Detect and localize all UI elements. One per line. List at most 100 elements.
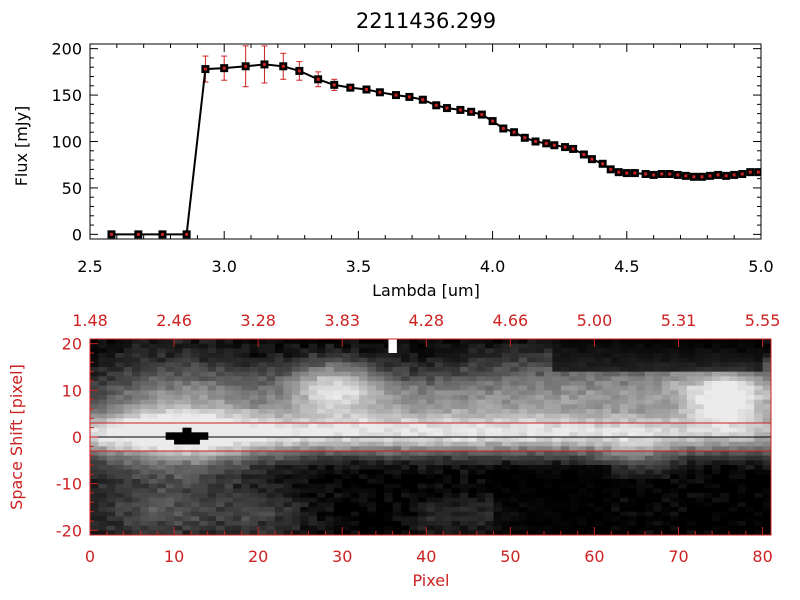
image-cell [443, 465, 453, 471]
image-cell [190, 395, 200, 401]
image-cell [367, 521, 377, 527]
image-cell [451, 390, 461, 396]
image-cell [409, 474, 419, 480]
image-cell [123, 432, 133, 438]
image-cell [207, 367, 217, 373]
image-cell [199, 460, 209, 466]
image-cell [577, 371, 587, 377]
image-cell [720, 521, 730, 527]
data-point-center [700, 175, 704, 179]
image-cell [754, 521, 764, 527]
image-cell [249, 376, 259, 382]
image-cell [451, 516, 461, 522]
image-cell [190, 530, 200, 535]
image-cell [123, 441, 133, 447]
image-cell [148, 507, 158, 513]
image-cell [258, 497, 268, 503]
image-cell [157, 343, 167, 349]
image-cell [493, 367, 503, 373]
image-cell [703, 404, 713, 410]
image-cell [754, 437, 764, 443]
image-cell [552, 418, 562, 424]
image-cell [695, 530, 705, 535]
image-cell [577, 423, 587, 429]
image-cell [132, 441, 142, 447]
image-cell [485, 404, 495, 410]
image-cell [409, 451, 419, 457]
image-cell [274, 437, 284, 443]
image-cell [443, 493, 453, 499]
image-cell [115, 530, 125, 535]
image-cell [300, 399, 310, 405]
image-cell [157, 362, 167, 368]
data-point-center [244, 64, 248, 68]
image-cell [459, 455, 469, 461]
image-cell [174, 455, 184, 461]
image-cell [577, 413, 587, 419]
image-cell [670, 339, 680, 345]
image-cell [501, 441, 511, 447]
image-cell [653, 483, 663, 489]
image-cell [544, 530, 554, 535]
image-cell [157, 395, 167, 401]
image-cell [493, 446, 503, 452]
image-cell [552, 371, 562, 377]
image-cell [535, 390, 545, 396]
image-cell [720, 479, 730, 485]
image-cell [325, 409, 335, 415]
image-cell [384, 353, 394, 359]
image-cell [762, 381, 771, 387]
image-cell [476, 371, 486, 377]
image-cell [165, 371, 175, 377]
image-cell [762, 479, 771, 485]
image-cell [90, 385, 100, 391]
image-cell [594, 483, 604, 489]
image-cell [560, 465, 570, 471]
image-cell [695, 455, 705, 461]
image-cell [661, 441, 671, 447]
image-cell [417, 516, 427, 522]
image-cell [291, 343, 301, 349]
image-cell [190, 483, 200, 489]
image-cell [577, 409, 587, 415]
image-cell [342, 385, 352, 391]
image-cell [426, 502, 436, 508]
image-cell [207, 371, 217, 377]
image-cell [249, 348, 259, 354]
image-cell [115, 348, 125, 354]
image-cell [317, 413, 327, 419]
image-cell [409, 441, 419, 447]
image-cell [745, 446, 755, 452]
image-cell [216, 371, 226, 377]
image-cell [510, 493, 520, 499]
image-cell [535, 507, 545, 513]
image-cell [417, 451, 427, 457]
image-cell [258, 339, 268, 345]
image-cell [577, 390, 587, 396]
image-cell [586, 497, 596, 503]
image-cell [434, 385, 444, 391]
image-cell [350, 348, 360, 354]
image-cell [644, 441, 654, 447]
image-cell [359, 409, 369, 415]
image-cell [686, 497, 696, 503]
image-cell [325, 530, 335, 535]
image-cell [359, 455, 369, 461]
image-cell [409, 423, 419, 429]
image-cell [333, 521, 343, 527]
image-cell [367, 488, 377, 494]
image-cell [401, 390, 411, 396]
image-cell [392, 474, 402, 480]
image-cell [678, 521, 688, 527]
image-cell [367, 367, 377, 373]
image-cell [459, 432, 469, 438]
image-cell [165, 455, 175, 461]
image-cell [728, 437, 738, 443]
image-cell [678, 488, 688, 494]
image-cell [199, 516, 209, 522]
image-top-tick-label: 1.48 [72, 311, 108, 330]
image-cell [384, 395, 394, 401]
image-cell [157, 427, 167, 433]
image-cell [224, 451, 234, 457]
image-cell [325, 427, 335, 433]
